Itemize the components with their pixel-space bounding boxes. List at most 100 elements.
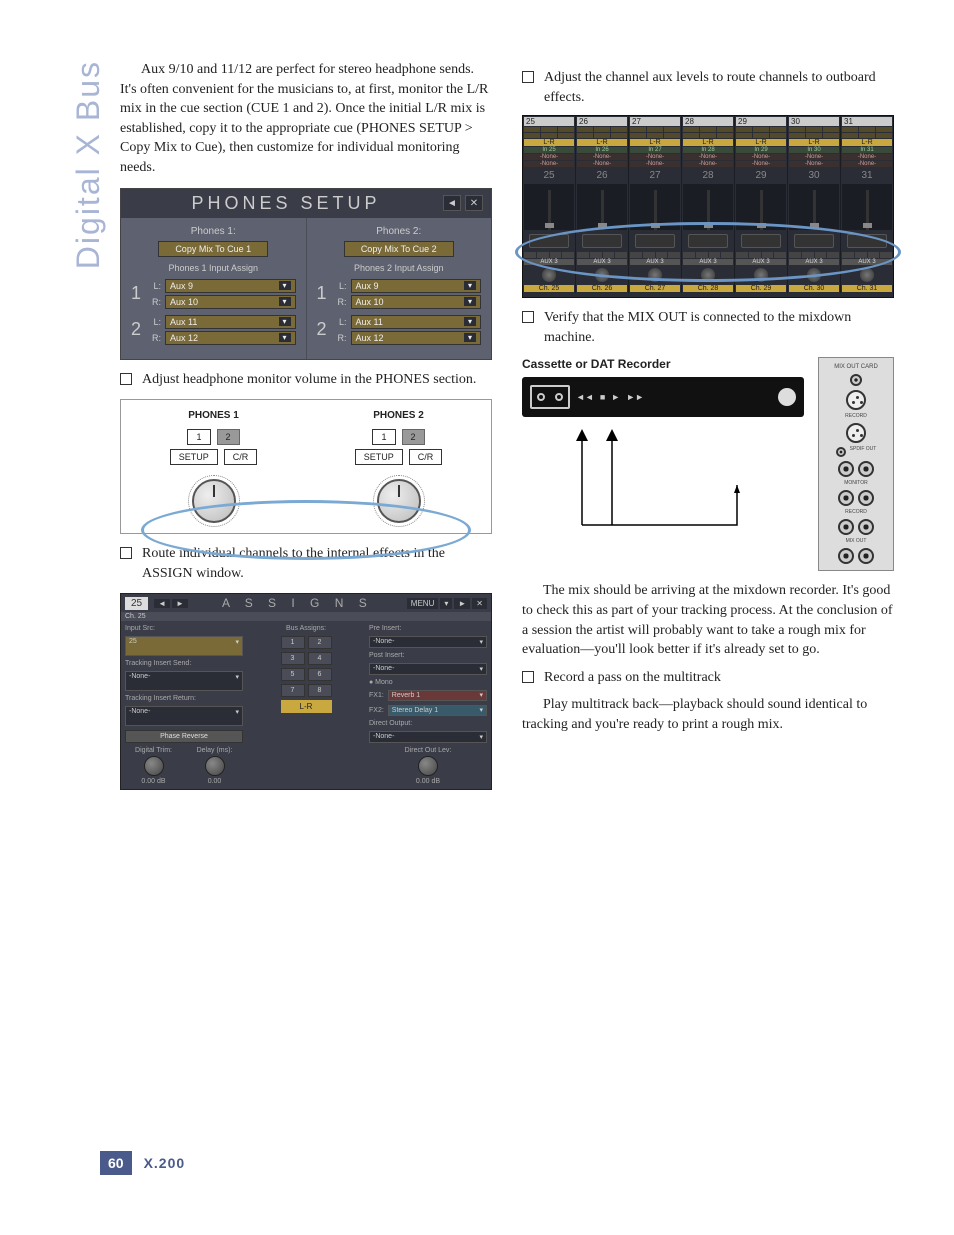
page-content: Aux 9/10 and 11/12 are perfect for stere… — [120, 60, 894, 800]
fader[interactable] — [577, 184, 627, 230]
aux-select[interactable]: Aux 9▾ — [165, 279, 296, 293]
fader[interactable] — [524, 184, 574, 230]
aux-knob[interactable] — [754, 268, 768, 282]
lr-button[interactable]: L-R — [683, 139, 733, 146]
fader[interactable] — [683, 184, 733, 230]
aux-select[interactable]: Aux 10▾ — [351, 295, 482, 309]
next-arrow[interactable]: ► — [172, 599, 188, 608]
bus-6[interactable]: 6 — [308, 668, 332, 681]
phase-reverse-button[interactable]: Phase Reverse — [125, 730, 243, 743]
mono-radio[interactable]: ● Mono — [369, 679, 487, 686]
none-label: -None- — [789, 154, 839, 160]
aux-select[interactable]: Aux 12▾ — [351, 331, 482, 345]
lr-button[interactable]: L-R — [736, 139, 786, 146]
lr-label: R: — [335, 333, 347, 343]
lr-button[interactable]: L-R — [524, 139, 574, 146]
aux-knob[interactable] — [648, 268, 662, 282]
btn-1[interactable]: 1 — [372, 429, 395, 445]
aux-knob[interactable] — [807, 268, 821, 282]
channel-tab[interactable]: 25 — [125, 597, 148, 610]
bus-5[interactable]: 5 — [281, 668, 305, 681]
assigns-left-col: Input Src: 25▾ Tracking Insert Send: -No… — [125, 625, 243, 785]
menu-button[interactable]: MENU — [407, 598, 439, 609]
pre-insert-select[interactable]: -None-▾ — [369, 636, 487, 648]
assigns-mid-col: Bus Assigns: 1 2 3 4 5 6 7 8 L-R — [247, 625, 365, 785]
aux-select[interactable]: Aux 9▾ — [351, 279, 482, 293]
back-button[interactable]: ◄ — [443, 195, 461, 211]
aux-knob[interactable] — [595, 268, 609, 282]
cr-button[interactable]: C/R — [409, 449, 443, 465]
fader[interactable] — [736, 184, 786, 230]
row-num-2: 2 — [131, 319, 145, 340]
bus-7[interactable]: 7 — [281, 684, 305, 697]
aux-select[interactable]: Aux 12▾ — [165, 331, 296, 345]
aux-select[interactable]: Aux 10▾ — [165, 295, 296, 309]
row-num-2: 2 — [317, 319, 331, 340]
ch-big-number: 31 — [842, 168, 892, 183]
direct-out-select[interactable]: -None-▾ — [369, 731, 487, 743]
close-button[interactable]: ✕ — [465, 195, 483, 211]
fx2-select[interactable]: Stereo Delay 1▾ — [388, 705, 487, 716]
bus-8[interactable]: 8 — [308, 684, 332, 697]
assigns-right-col: Pre Insert: -None-▾ Post Insert: -None-▾… — [369, 625, 487, 785]
volume-knob[interactable] — [377, 479, 421, 523]
cr-button[interactable]: C/R — [224, 449, 258, 465]
post-insert-select[interactable]: -None-▾ — [369, 663, 487, 675]
lr-button[interactable]: L-R — [842, 139, 892, 146]
track-ret-select[interactable]: -None-▾ — [125, 706, 243, 726]
fader[interactable] — [789, 184, 839, 230]
mixer-channel: 30L-RIn 30-None--None-30AUX 3Ch. 30 — [788, 116, 841, 293]
aux-select[interactable]: Aux 11▾ — [351, 315, 482, 329]
in-label: In 26 — [577, 147, 627, 153]
btn-2[interactable]: 2 — [217, 429, 240, 445]
aux-select[interactable]: Aux 11▾ — [165, 315, 296, 329]
bus-1[interactable]: 1 — [281, 636, 305, 649]
aux-knob[interactable] — [701, 268, 715, 282]
setup-button[interactable]: SETUP — [170, 449, 218, 465]
none-label: -None- — [736, 154, 786, 160]
connection-arrows — [522, 425, 742, 535]
lr-button[interactable]: L-R — [789, 139, 839, 146]
track-send-select[interactable]: -None-▾ — [125, 671, 243, 691]
input-src-select[interactable]: 25▾ — [125, 636, 243, 656]
aux-label: AUX 3 — [736, 259, 786, 265]
ff-icon: ►► — [626, 392, 644, 402]
vu-meter — [524, 231, 574, 251]
setup-button[interactable]: SETUP — [355, 449, 403, 465]
bus-lr[interactable]: L-R — [281, 700, 332, 713]
checkbox-icon — [522, 671, 534, 683]
bus-2[interactable]: 2 — [308, 636, 332, 649]
btn-1[interactable]: 1 — [187, 429, 210, 445]
phones-setup-header: PHONES SETUP ◄ ✕ — [121, 189, 491, 218]
fader[interactable] — [630, 184, 680, 230]
bus-3[interactable]: 3 — [281, 652, 305, 665]
vu-meter — [577, 231, 627, 251]
direct-out-knob[interactable] — [418, 756, 438, 776]
next-arrow[interactable]: ► — [454, 598, 470, 609]
lr-label: R: — [335, 297, 347, 307]
fx1-select[interactable]: Reverb 1▾ — [388, 690, 487, 701]
copy-mix-cue2-button[interactable]: Copy Mix To Cue 2 — [344, 241, 454, 257]
lr-button[interactable]: L-R — [630, 139, 680, 146]
xlr-icon — [846, 423, 866, 443]
dig-trim-knob[interactable] — [144, 756, 164, 776]
phones1-assign-label: Phones 1 Input Assign — [131, 263, 296, 273]
lr-button[interactable]: L-R — [577, 139, 627, 146]
ch-footer: Ch. 26 — [577, 285, 627, 292]
assigns-header: 25 ◄► A S S I G N S MENU ▾ ► ✕ — [121, 594, 491, 612]
prev-arrow[interactable]: ◄ — [154, 599, 170, 608]
delay-knob[interactable] — [205, 756, 225, 776]
bus-4[interactable]: 4 — [308, 652, 332, 665]
rewind-icon: ◄◄ — [576, 392, 594, 402]
lr-label: R: — [149, 333, 161, 343]
checkbox-icon — [120, 547, 132, 559]
bullet-text: Record a pass on the multitrack — [544, 668, 894, 688]
btn-2[interactable]: 2 — [402, 429, 425, 445]
dropdown-arrow[interactable]: ▾ — [440, 598, 452, 609]
copy-mix-cue1-button[interactable]: Copy Mix To Cue 1 — [158, 241, 268, 257]
aux-knob[interactable] — [542, 268, 556, 282]
fader[interactable] — [842, 184, 892, 230]
aux-knob[interactable] — [860, 268, 874, 282]
volume-knob[interactable] — [192, 479, 236, 523]
close-button[interactable]: ✕ — [472, 598, 487, 609]
